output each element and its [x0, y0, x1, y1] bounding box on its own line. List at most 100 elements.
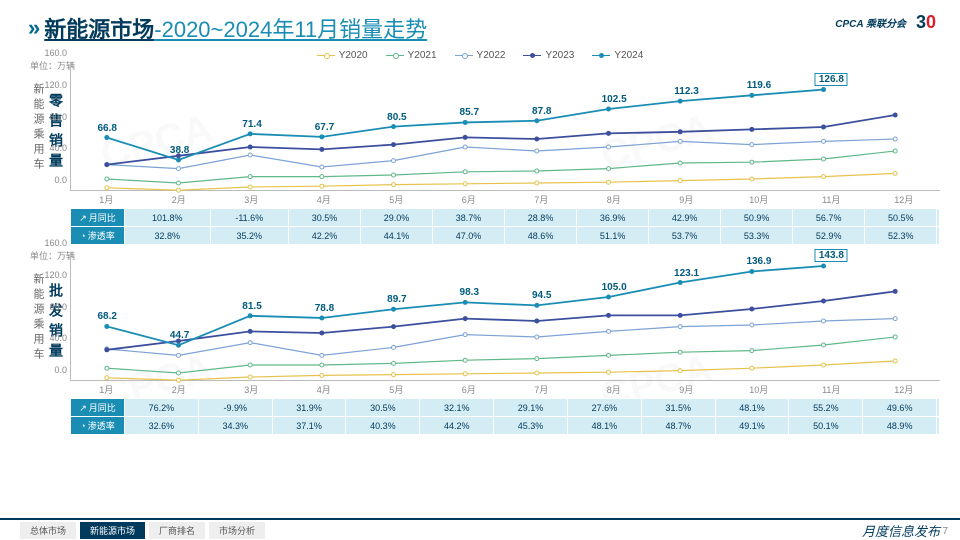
x-label: 4月 [288, 381, 361, 396]
cell: 48.1% [715, 399, 789, 417]
data-label: 94.5 [532, 290, 551, 301]
cell: 56.7% [793, 209, 865, 227]
cell: 31.5% [641, 399, 715, 417]
cell [937, 227, 940, 245]
data-label: 119.6 [747, 80, 771, 91]
cell: 52.3% [865, 227, 937, 245]
x-label: 2月 [143, 191, 216, 206]
cell: -11.6% [210, 209, 288, 227]
x-label: 6月 [433, 381, 506, 396]
x-label: 12月 [868, 381, 941, 396]
cell: 53.7% [649, 227, 721, 245]
cell: 35.2% [210, 227, 288, 245]
data-label: 136.9 [746, 256, 771, 267]
legend-item: Y2023 [523, 50, 574, 61]
x-label: 2月 [143, 381, 216, 396]
cell: 30.5% [346, 399, 420, 417]
cell: 50.5% [865, 209, 937, 227]
cell: 45.3% [494, 417, 568, 435]
x-label: 10月 [723, 191, 796, 206]
cpca-logo: CPCA 乘联分会 [835, 15, 906, 30]
page-number: 7 [942, 526, 948, 537]
cell [937, 417, 940, 435]
row-header: ↗月同比 [71, 399, 125, 417]
cell: 42.9% [649, 209, 721, 227]
cell: 42.2% [288, 227, 360, 245]
title-main: 新能源市场 [44, 12, 154, 44]
data-label: 85.7 [460, 107, 479, 118]
cell: 48.9% [863, 417, 937, 435]
cell: 76.2% [125, 399, 199, 417]
chart-block: 单位：万辆新能源乘用车批发销量0.040.080.0120.0160.068.2… [0, 253, 960, 435]
legend-item: Y2022 [455, 50, 506, 61]
cell: 32.6% [125, 417, 199, 435]
cell: 49.1% [715, 417, 789, 435]
cell: 48.1% [567, 417, 641, 435]
data-table: ↗月同比76.2%-9.9%31.9%30.5%32.1%29.1%27.6%3… [70, 398, 940, 435]
data-label: 80.5 [387, 112, 406, 123]
data-label: 89.7 [387, 294, 406, 305]
data-label: 67.7 [315, 122, 334, 133]
cell: 32.8% [125, 227, 211, 245]
footer-tab[interactable]: 厂商排名 [149, 522, 205, 539]
x-label: 7月 [505, 191, 578, 206]
cell: 50.9% [721, 209, 793, 227]
cell: 40.3% [346, 417, 420, 435]
legend-item: Y2021 [386, 50, 437, 61]
footer-tab[interactable]: 市场分析 [209, 522, 265, 539]
data-label: 81.5 [242, 301, 261, 312]
data-label: 143.8 [815, 249, 848, 262]
x-label: 9月 [650, 191, 723, 206]
side-label: 新能源乘用车 [30, 83, 46, 173]
cell: 48.6% [505, 227, 577, 245]
cell: 50.1% [789, 417, 863, 435]
cell [937, 209, 940, 227]
data-label: 68.2 [97, 311, 116, 322]
data-label: 112.3 [674, 86, 698, 97]
cell: 44.2% [420, 417, 494, 435]
chart-block: 单位：万辆新能源乘用车零售销量0.040.080.0120.0160.066.8… [0, 63, 960, 245]
footer-tab[interactable]: 总体市场 [20, 522, 76, 539]
plot-area: 0.040.080.0120.0160.068.244.781.578.889.… [70, 253, 940, 381]
x-label: 8月 [578, 191, 651, 206]
x-label: 8月 [578, 381, 651, 396]
x-label: 11月 [795, 381, 868, 396]
data-label: 44.7 [170, 330, 189, 341]
cell: 32.1% [420, 399, 494, 417]
cell: 51.1% [577, 227, 649, 245]
side-label: 新能源乘用车 [30, 273, 46, 363]
cell [937, 399, 940, 417]
thirty-logo: 30 [916, 12, 936, 33]
cell: 48.7% [641, 417, 715, 435]
page-header: » 新能源市场-2020~2024年11月销量走势 [0, 0, 960, 48]
x-label: 7月 [505, 381, 578, 396]
cell: -9.9% [198, 399, 272, 417]
cell: 44.1% [360, 227, 432, 245]
x-label: 1月 [70, 381, 143, 396]
data-label: 123.1 [674, 268, 699, 279]
footer-tab[interactable]: 新能源市场 [80, 522, 145, 539]
cell: 55.2% [789, 399, 863, 417]
legend-item: Y2024 [592, 50, 643, 61]
x-label: 3月 [215, 381, 288, 396]
cell: 30.5% [288, 209, 360, 227]
row-header: ◔渗透率 [71, 227, 125, 245]
footer-text: 月度信息发布 [862, 521, 940, 540]
data-label: 66.8 [97, 123, 116, 134]
x-label: 5月 [360, 191, 433, 206]
legend: Y2020 Y2021 Y2022 Y2023 Y2024 [0, 50, 960, 61]
cell: 37.1% [272, 417, 346, 435]
cell: 28.8% [505, 209, 577, 227]
data-label: 78.8 [315, 303, 334, 314]
row-header: ↗月同比 [71, 209, 125, 227]
cell: 36.9% [577, 209, 649, 227]
data-label: 126.8 [815, 73, 848, 86]
unit-label: 单位：万辆 [30, 249, 75, 262]
legend-item: Y2020 [317, 50, 368, 61]
cell: 101.8% [125, 209, 211, 227]
unit-label: 单位：万辆 [30, 59, 75, 72]
title-sub: -2020~2024年11月销量走势 [154, 12, 427, 44]
data-label: 71.4 [242, 119, 261, 130]
data-label: 87.8 [532, 106, 551, 117]
x-label: 12月 [868, 191, 941, 206]
